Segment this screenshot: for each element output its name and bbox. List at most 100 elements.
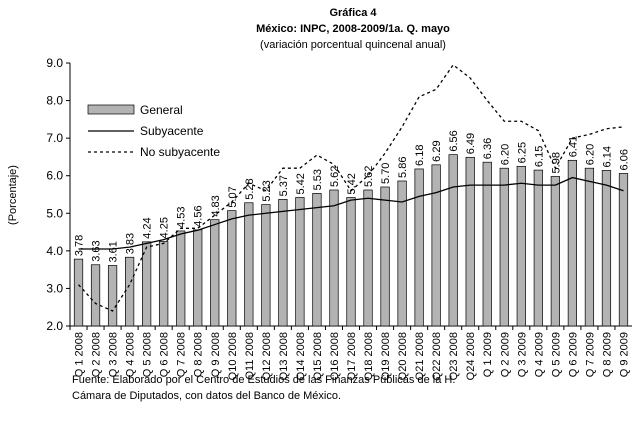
y-tick-label: 8.0: [46, 94, 63, 108]
value-label: 5.07: [227, 186, 239, 207]
chart-subtitle: México: INPC, 2008-2009/1a. Q. mayo: [256, 23, 450, 35]
x-tick-label: Q 1 2009: [482, 332, 494, 377]
chart-subtitle: (variación porcentual quincenal anual): [260, 39, 446, 51]
value-label: 6.18: [414, 145, 426, 166]
value-label: 5.28: [244, 178, 256, 199]
x-tick-label: Q 5 2008: [142, 332, 154, 377]
value-label: 6.06: [618, 149, 630, 170]
value-label: 3.83: [125, 233, 137, 254]
bar: [176, 230, 186, 327]
bar: [584, 167, 595, 327]
bar: [261, 204, 271, 327]
bar: [227, 210, 237, 327]
value-label: 4.25: [159, 217, 171, 238]
x-tick-label: Q10 2008: [227, 332, 239, 380]
x-tick-label: Q19 2008: [380, 332, 392, 380]
x-tick-label: Q 9 2009: [618, 332, 630, 377]
bar: [210, 219, 220, 327]
bar: [107, 265, 118, 327]
line: [78, 176, 624, 250]
value-label: 5.86: [397, 157, 409, 178]
bar: [601, 170, 612, 327]
value-label: 6.20: [584, 144, 596, 165]
value-label: 3.61: [108, 241, 120, 262]
x-tick-label: Q21 2008: [414, 332, 426, 380]
note: Cámara de Diputados, con datos del Banco…: [72, 390, 341, 402]
bar: [193, 229, 203, 327]
value-label: 5.98: [550, 152, 562, 173]
x-tick-label: Q11 2008: [244, 332, 256, 380]
bar: [244, 202, 254, 327]
bar: [363, 189, 373, 327]
x-tick-label: Q12 2008: [261, 332, 273, 380]
bar: [346, 197, 356, 327]
value-label: 4.53: [176, 207, 188, 228]
value-label: 6.36: [482, 138, 494, 159]
bar: [431, 164, 441, 327]
x-tick-label: Q 2 2009: [499, 332, 511, 377]
bar: [380, 186, 390, 327]
y-tick-label: 4.0: [46, 244, 63, 258]
value-label: 3.78: [74, 235, 86, 256]
x-tick-label: Q23 2008: [448, 332, 460, 380]
value-label: 6.56: [448, 130, 460, 151]
x-tick-label: Q13 2008: [278, 332, 290, 380]
bar: [499, 167, 509, 327]
value-label: 6.25: [516, 142, 528, 163]
bar: [533, 169, 543, 327]
value-label: 5.42: [346, 173, 358, 194]
value-label: 6.29: [431, 140, 443, 161]
x-tick-label: Q 8 2008: [193, 332, 205, 377]
value-label: 4.24: [142, 217, 154, 238]
bar: [159, 241, 169, 327]
bar: [329, 189, 339, 327]
x-tick-label: Q24 2008: [465, 332, 477, 380]
bar: [90, 264, 101, 327]
y-tick-label: 7.0: [46, 131, 63, 145]
x-tick-label: Q14 2008: [295, 332, 307, 380]
value-label: 6.49: [465, 133, 477, 154]
value-label: 5.23: [261, 180, 273, 201]
y-tick-label: 2.0: [46, 319, 63, 333]
x-tick-label: Q15 2008: [312, 332, 324, 380]
value-label: 5.62: [363, 166, 375, 187]
y-axis-label: (Porcentaje): [7, 165, 19, 225]
legend-label: General: [140, 103, 183, 117]
x-tick-label: Q 9 2008: [210, 332, 222, 377]
y-tick-label: 9.0: [46, 56, 63, 70]
bar: [482, 161, 492, 327]
bar: [124, 256, 135, 327]
value-label: 5.42: [295, 173, 307, 194]
value-label: 6.41: [567, 136, 579, 157]
x-tick-label: Q20 2008: [397, 332, 409, 380]
x-tick-label: Q 5 2009: [550, 332, 562, 377]
bar: [142, 241, 152, 327]
x-tick-label: Q 6 2009: [567, 332, 579, 377]
bar: [397, 180, 407, 327]
value-label: 6.20: [499, 144, 511, 165]
x-tick-label: Q 4 2009: [533, 332, 545, 377]
x-tick-label: Q 7 2008: [176, 332, 188, 377]
x-tick-label: Q 1 2008: [74, 332, 86, 377]
bar: [448, 154, 458, 327]
x-tick-label: Q18 2008: [363, 332, 375, 380]
x-tick-label: Q 8 2009: [601, 332, 613, 377]
x-tick-label: Q16 2008: [329, 332, 341, 380]
y-tick-label: 6.0: [46, 169, 63, 183]
value-label: 3.63: [91, 240, 103, 261]
bar: [567, 159, 578, 327]
x-tick-label: Q 7 2009: [584, 332, 596, 377]
x-tick-label: Q 2 2008: [91, 332, 103, 377]
bar: [414, 168, 424, 327]
value-label: 5.37: [278, 175, 290, 196]
bar: [73, 258, 84, 327]
x-tick-label: Q 3 2009: [516, 332, 528, 377]
value-label: 4.56: [193, 205, 205, 226]
bar: [465, 156, 475, 327]
value-label: 6.14: [601, 146, 613, 167]
bar: [550, 176, 560, 327]
value-label: 4.83: [210, 195, 222, 216]
note: Fuente: Elaborado por el Centro de Estud…: [72, 374, 455, 386]
value-label: 5.53: [312, 169, 324, 190]
